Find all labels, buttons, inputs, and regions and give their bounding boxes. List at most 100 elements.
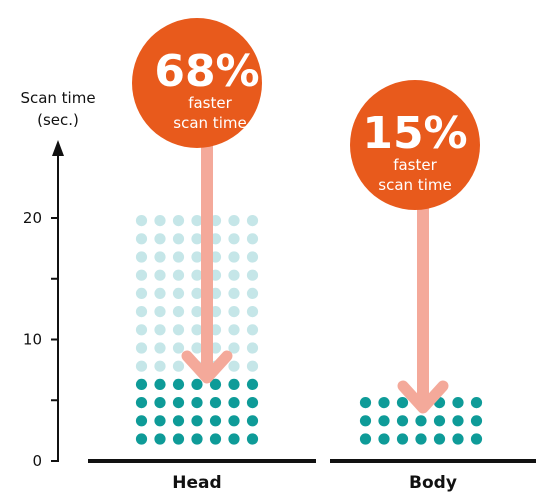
- y-axis-label-line2: (sec.): [37, 111, 79, 129]
- dot-before: [228, 306, 240, 318]
- dot-before: [135, 324, 148, 336]
- bubble-body-line2: scan time: [378, 176, 451, 194]
- dot-after: [154, 433, 166, 445]
- dot-before: [135, 360, 148, 372]
- dot-after: [452, 397, 464, 409]
- y-tick-label: 0: [32, 452, 42, 470]
- y-axis-ticks: 0 10 20: [23, 209, 58, 470]
- dot-before: [246, 251, 259, 263]
- dot-before: [172, 287, 185, 299]
- arrow-tip: [397, 380, 449, 414]
- category-label-head: Head: [172, 473, 221, 493]
- dot-after: [209, 433, 222, 445]
- dot-after: [246, 415, 259, 427]
- dot-after: [246, 433, 259, 445]
- dot-before: [172, 233, 185, 245]
- dot-after: [135, 378, 148, 390]
- dot-after: [172, 433, 185, 445]
- dot-after: [433, 433, 446, 445]
- dot-after: [228, 378, 240, 390]
- dot-before: [154, 233, 166, 245]
- dot-after: [396, 433, 409, 445]
- dot-after: [415, 433, 427, 445]
- dot-before: [246, 287, 259, 299]
- dot-after: [172, 397, 185, 409]
- dot-after: [209, 397, 222, 409]
- dot-before: [135, 251, 148, 263]
- dot-after: [135, 433, 148, 445]
- dot-after: [172, 415, 185, 427]
- dot-before: [154, 215, 166, 227]
- dot-before: [172, 324, 185, 336]
- dot-before: [154, 269, 166, 281]
- dot-before: [172, 306, 185, 318]
- dot-after: [135, 397, 148, 409]
- dot-before: [246, 360, 259, 372]
- dot-after: [209, 415, 222, 427]
- dot-before: [228, 215, 240, 227]
- dot-after: [470, 433, 483, 445]
- dot-after: [378, 433, 390, 445]
- bubble-head-line2: scan time: [173, 114, 246, 132]
- dot-after: [154, 397, 166, 409]
- dot-before: [246, 342, 259, 354]
- dot-after: [359, 433, 372, 445]
- bubble-head-percent: 68%: [154, 46, 259, 97]
- dot-before: [228, 269, 240, 281]
- dot-before: [228, 233, 240, 245]
- dot-before: [172, 360, 185, 372]
- dot-before: [154, 306, 166, 318]
- dot-before: [228, 342, 240, 354]
- dot-before: [191, 269, 203, 281]
- dot-before: [154, 342, 166, 354]
- dot-before: [172, 215, 185, 227]
- dot-before: [135, 215, 148, 227]
- dot-before: [191, 342, 203, 354]
- dot-before: [191, 287, 203, 299]
- dot-after: [191, 378, 203, 390]
- dot-before: [228, 251, 240, 263]
- dot-after: [209, 378, 222, 390]
- arrows: [181, 145, 449, 414]
- dot-before: [246, 233, 259, 245]
- y-tick-label: 10: [23, 331, 42, 349]
- dot-after: [359, 397, 372, 409]
- dot-after: [228, 415, 240, 427]
- dot-before: [191, 324, 203, 336]
- dot-after: [359, 415, 372, 427]
- dot-after: [452, 433, 464, 445]
- dot-before: [135, 306, 148, 318]
- dot-before: [154, 324, 166, 336]
- dot-before: [172, 342, 185, 354]
- dot-before: [228, 324, 240, 336]
- y-tick-label: 20: [23, 209, 42, 227]
- dot-before: [228, 287, 240, 299]
- dot-after: [433, 415, 446, 427]
- dot-after: [396, 415, 409, 427]
- dot-before: [154, 287, 166, 299]
- dot-before: [191, 215, 203, 227]
- dot-after: [172, 378, 185, 390]
- arrow-head: [181, 145, 233, 384]
- dot-after: [246, 378, 259, 390]
- dot-after: [228, 397, 240, 409]
- dot-after: [378, 397, 390, 409]
- dot-before: [154, 251, 166, 263]
- dot-before: [246, 324, 259, 336]
- dot-before: [191, 251, 203, 263]
- bubble-body: [350, 80, 480, 210]
- category-label-body: Body: [409, 473, 457, 493]
- dot-after: [154, 415, 166, 427]
- dot-after: [396, 397, 409, 409]
- bubble-head: [132, 18, 262, 148]
- dot-before: [172, 269, 185, 281]
- dot-before: [191, 233, 203, 245]
- dot-before: [228, 360, 240, 372]
- dot-before: [191, 306, 203, 318]
- dot-after: [470, 415, 483, 427]
- dot-after: [378, 415, 390, 427]
- annotation-head: 68% faster scan time: [132, 18, 262, 148]
- dot-before: [246, 215, 259, 227]
